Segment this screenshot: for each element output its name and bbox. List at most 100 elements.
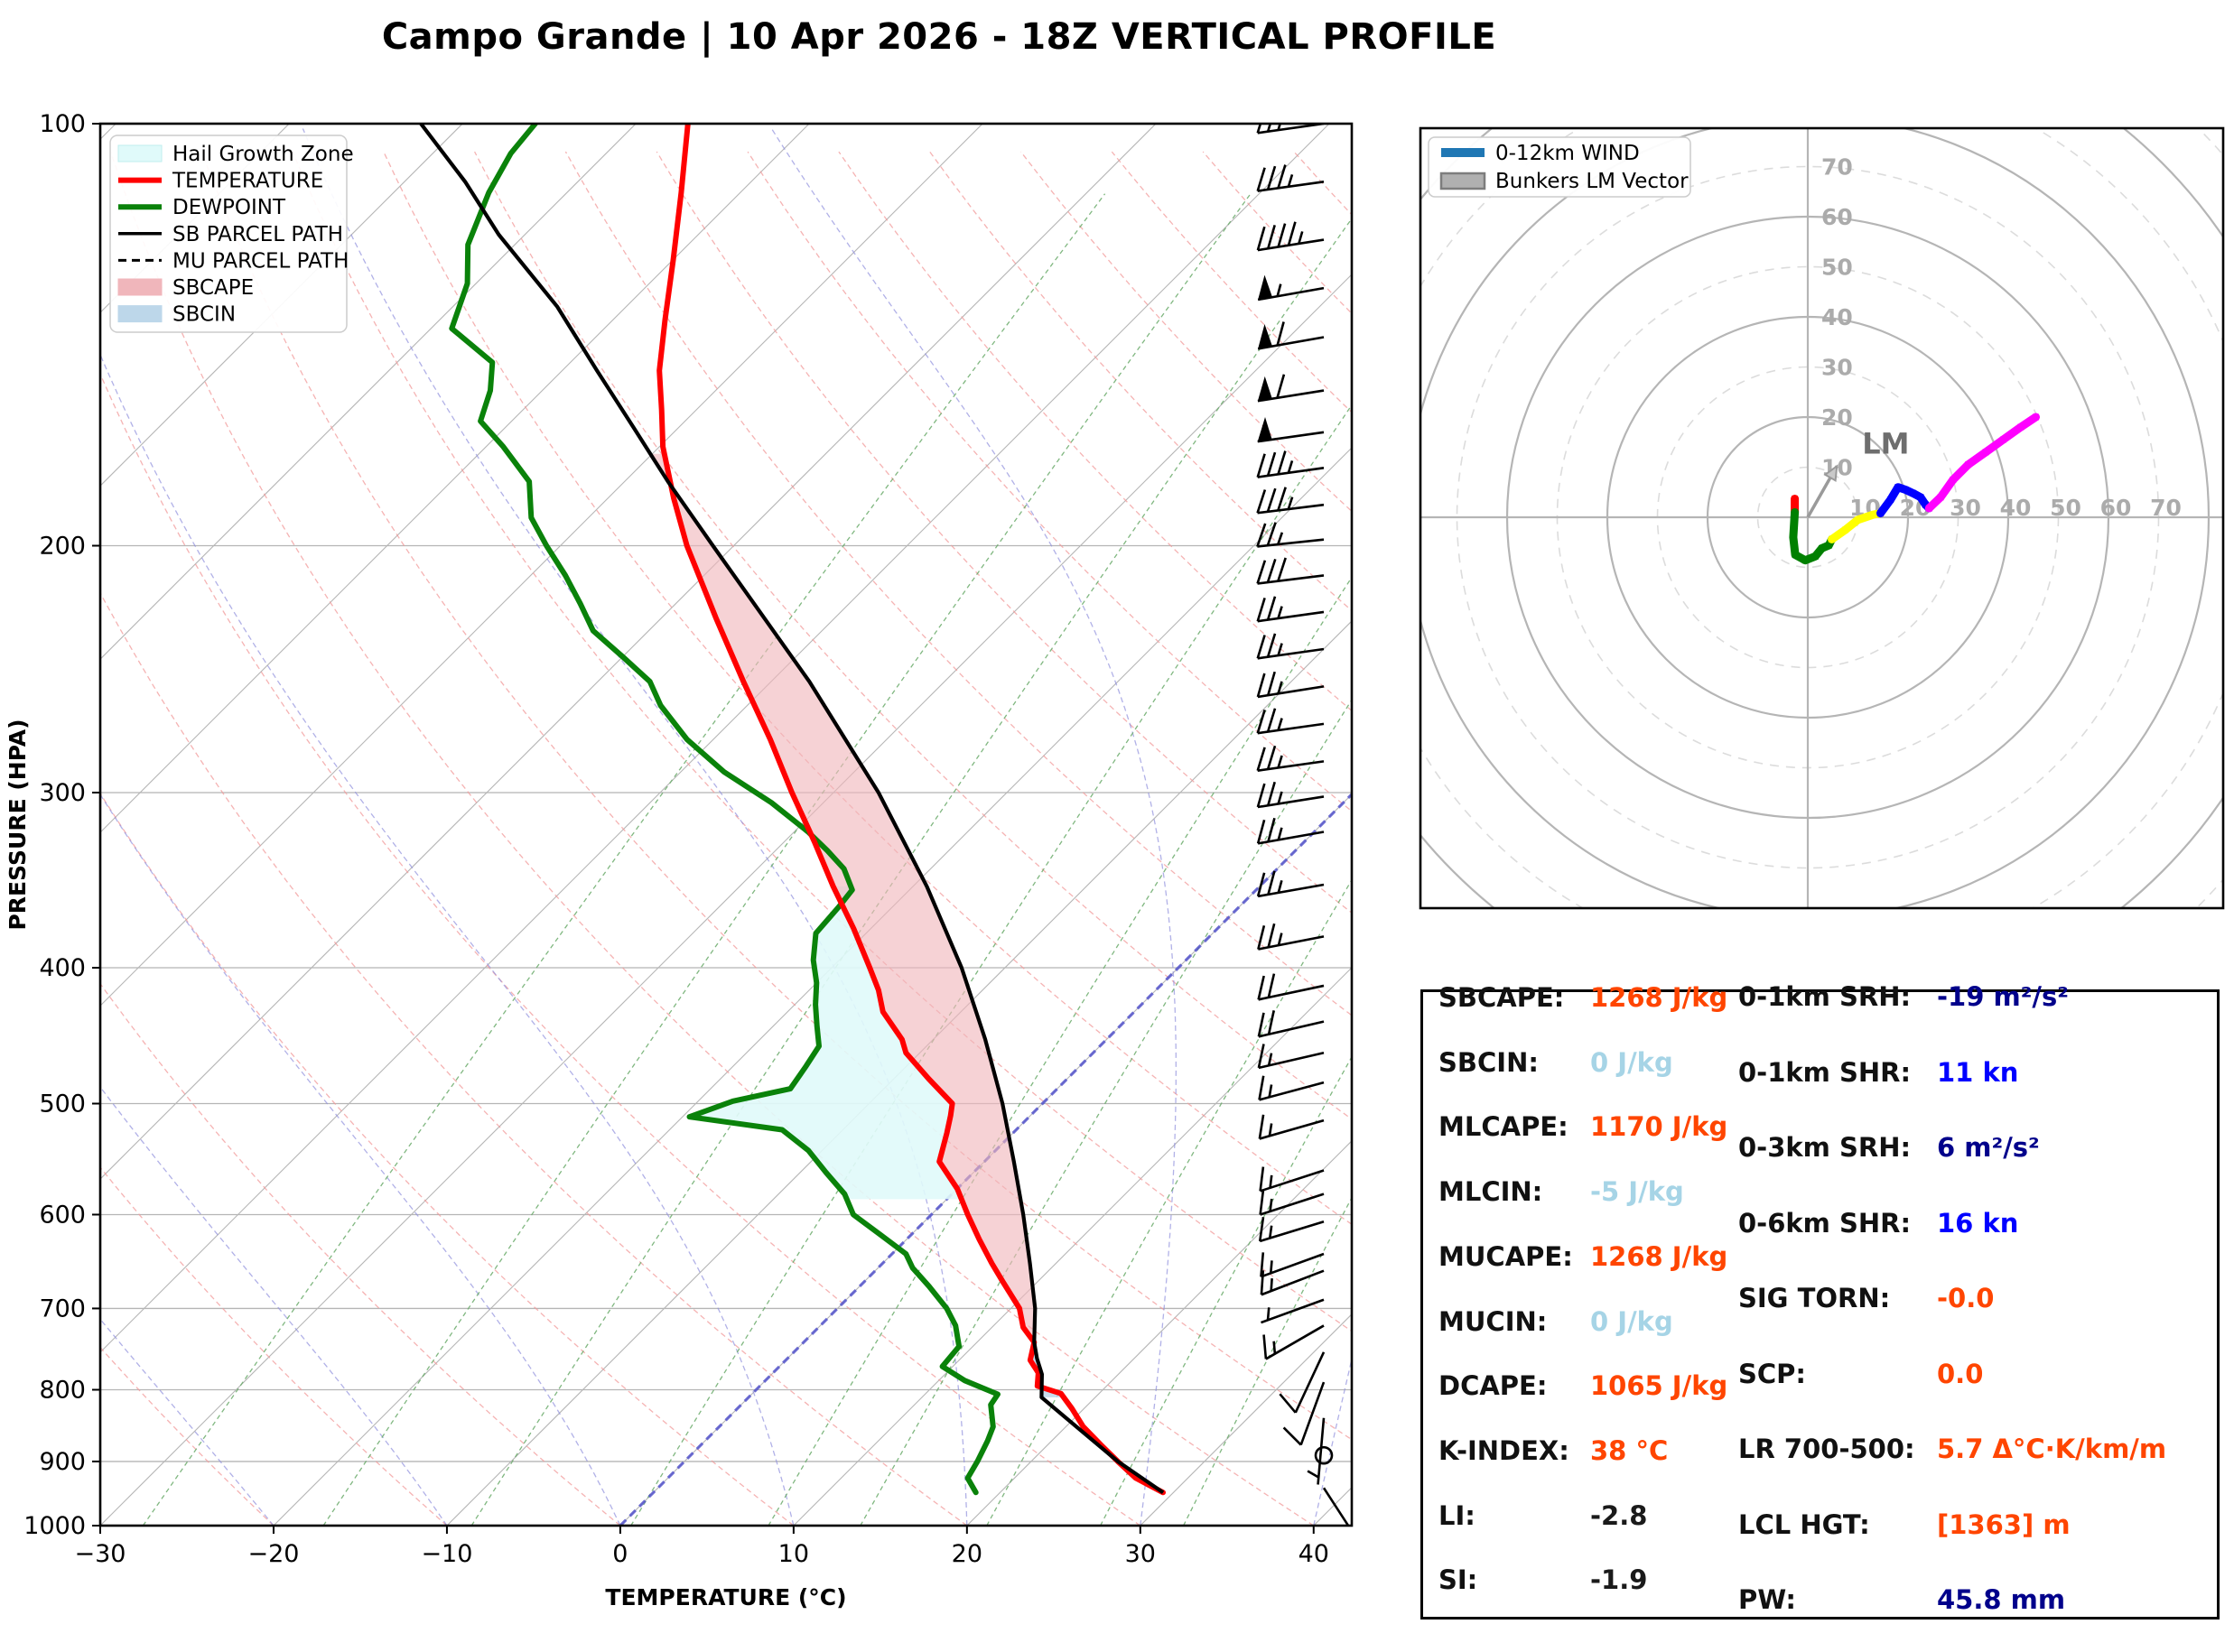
stat-label: MLCAPE: [1438,1111,1568,1143]
ring-label: 70 [2150,495,2182,521]
wind-barb [1279,1351,1326,1414]
stat-label: LR 700-500: [1738,1434,1915,1464]
hodograph-wind-marker [1855,516,1861,524]
stat-row-right: SIG TORN: -0.0 [1738,1283,1994,1313]
hodograph-frame [1419,126,2225,910]
hodograph-wind-marker [1829,535,1836,543]
wind-barb [1262,1324,1325,1360]
stat-value: 0 J/kg [1590,1046,1673,1078]
dry-adiabat [1111,151,1352,413]
wind-barb [1258,1114,1325,1140]
ring-label: 50 [2050,495,2081,521]
stat-value: 1268 J/kg [1590,1240,1728,1272]
x-tick-label: 0 [612,1540,628,1568]
dry-adiabat [100,372,1141,1526]
isotherm [100,124,983,1007]
hodograph-wind-marker [1801,557,1809,564]
dry-adiabat [200,151,1352,1441]
stat-value: 1268 J/kg [1590,982,1728,1013]
stat-label: LI: [1438,1499,1475,1531]
stat-label: SIG TORN: [1738,1283,1891,1313]
ring-label: 20 [1821,404,1853,431]
stat-value: -2.8 [1590,1499,1648,1531]
bunkers-lm-arrowhead [1823,464,1838,482]
stat-label: DCAPE: [1438,1370,1548,1402]
y-tick-label: 300 [39,779,86,807]
mixing-ratio-line [630,404,1352,1526]
stat-label: SBCIN: [1438,1046,1539,1078]
legend-item: Hail Growth Zone [117,143,354,166]
x-tick-label: 30 [1125,1540,1156,1568]
hodograph-wind-marker [1917,494,1924,501]
stat-value: 1170 J/kg [1590,1111,1728,1143]
moist-adiabat [100,353,795,1526]
hodograph-wind-marker [1894,484,1902,491]
ring-label: 60 [1821,204,1853,230]
stat-row-right: 0-6km SHR: 16 kn [1738,1207,2018,1239]
stat-value: 38 °C [1590,1434,1669,1466]
hodograph-wind-marker [1902,486,1909,493]
stat-value: [1363] m [1937,1508,2071,1540]
x-tick-label: 20 [952,1540,982,1568]
stat-value: 6 m²/s² [1937,1132,2040,1163]
hodograph-wind-marker [1999,436,2006,443]
stat-label: 0-6km SHR: [1738,1207,1912,1239]
wind-barb [1260,1269,1325,1296]
wind-barb [1314,1445,1334,1465]
wind-barb [1259,1190,1325,1216]
y-tick-label: 900 [39,1448,86,1476]
stat-label: SCP: [1738,1358,1807,1389]
hodograph-wind-marker [1819,544,1826,552]
wind-barb [1257,274,1325,302]
wind-barb [1260,1252,1325,1278]
hodograph-wind-marker [1869,511,1876,518]
dry-adiabat [474,151,1352,1120]
dry-adiabat [100,591,968,1526]
hodograph-wind-marker [1922,501,1929,508]
y-tick-label: 200 [39,532,86,560]
figure-title: Campo Grande | 10 Apr 2026 - 18Z VERTICA… [381,16,1497,58]
legend-label: SBCAPE [172,276,254,300]
hodograph-wind-marker [1982,449,1989,456]
isotherm [100,124,463,487]
stat-label: MLCIN: [1438,1176,1543,1208]
y-tick-label: 400 [39,954,86,982]
hodograph-wind-marker [1790,534,1797,541]
wind-barb [1258,1075,1325,1101]
wind-barb [1307,1417,1326,1485]
legend-label: TEMPERATURE [172,170,323,193]
wind-barb [1257,973,1325,1001]
ring-label: 50 [1821,255,1853,281]
stat-label: K-INDEX: [1438,1434,1569,1466]
dry-adiabat [1019,151,1352,513]
legend-item: SBCAPE [117,276,254,300]
stat-value: 0.0 [1937,1358,1984,1389]
stat-label: LCL HGT: [1738,1508,1870,1540]
stat-label: PW: [1738,1584,1796,1615]
dry-adiabat [100,792,795,1526]
x-tick-label: 10 [778,1540,809,1568]
y-tick-label: 800 [39,1376,86,1404]
mixing-ratio-line [986,878,1352,1526]
legend-item: DEWPOINT [118,196,286,219]
hodograph-wind-marker [1825,542,1832,549]
legend-label: DEWPOINT [172,196,286,219]
stat-row-right: 0-3km SRH: 6 m²/s² [1738,1132,2040,1163]
hodograph-wind-marker [1965,461,1972,469]
wind-barb [1259,1166,1325,1193]
hodograph-wind-marker [1937,494,1944,501]
calm-wind-circle [1314,1445,1334,1465]
wind-barb [1322,1487,1350,1526]
hodograph-wind-marker [2017,423,2025,431]
stat-row-left: LI: -2.8 [1438,1499,1647,1531]
y-tick-label: 700 [39,1295,86,1323]
wind-barb [1256,781,1325,809]
legend-label: Bunkers LM Vector [1495,170,1689,193]
stat-label: SBCAPE: [1438,982,1565,1013]
dry-adiabat [292,151,1352,1332]
x-tick-label: −30 [75,1540,126,1568]
x-axis-title: TEMPERATURE (°C) [605,1584,846,1610]
isotherm [100,124,637,660]
